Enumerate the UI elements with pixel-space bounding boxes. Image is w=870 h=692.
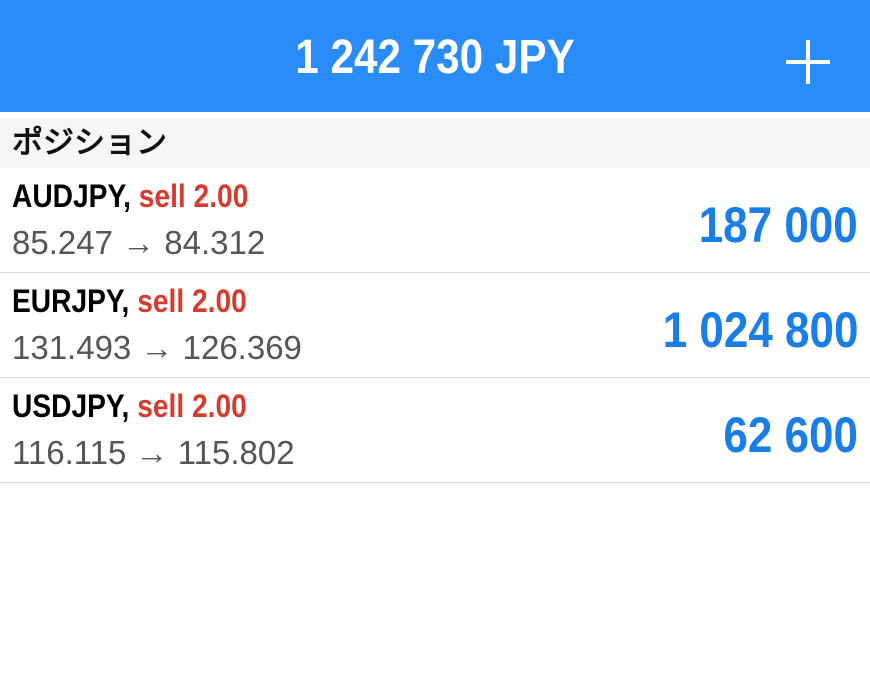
profit: 187 000 [698, 197, 858, 253]
positions-list: AUDJPY, sell 2.00 85.247 → 84.312 187 000 … [0, 168, 870, 483]
symbol: EURJPY, [12, 283, 130, 319]
balance-title: 1 242 730 JPY [295, 31, 575, 84]
side: sell 2.00 [137, 283, 247, 319]
prices: 85.247 → 84.312 [12, 224, 266, 261]
plus-icon[interactable] [786, 40, 830, 84]
section-header: ポジション [0, 118, 870, 168]
top-bar: 1 242 730 JPY [0, 0, 870, 112]
symbol: AUDJPY, [12, 178, 131, 214]
prices: 131.493 → 126.369 [12, 329, 302, 366]
prices: 116.115 → 115.802 [12, 434, 295, 471]
position-row[interactable]: EURJPY, sell 2.00 131.493 → 126.369 1 024 … [0, 273, 870, 378]
side: sell 2.00 [138, 178, 249, 214]
profit: 1 024 800 [662, 302, 858, 358]
position-row[interactable]: AUDJPY, sell 2.00 85.247 → 84.312 187 000 [0, 168, 870, 273]
profit: 62 600 [723, 407, 858, 463]
symbol: USDJPY, [12, 388, 130, 424]
side: sell 2.00 [137, 388, 247, 424]
position-row[interactable]: USDJPY, sell 2.00 116.115 → 115.802 62 600 [0, 378, 870, 483]
